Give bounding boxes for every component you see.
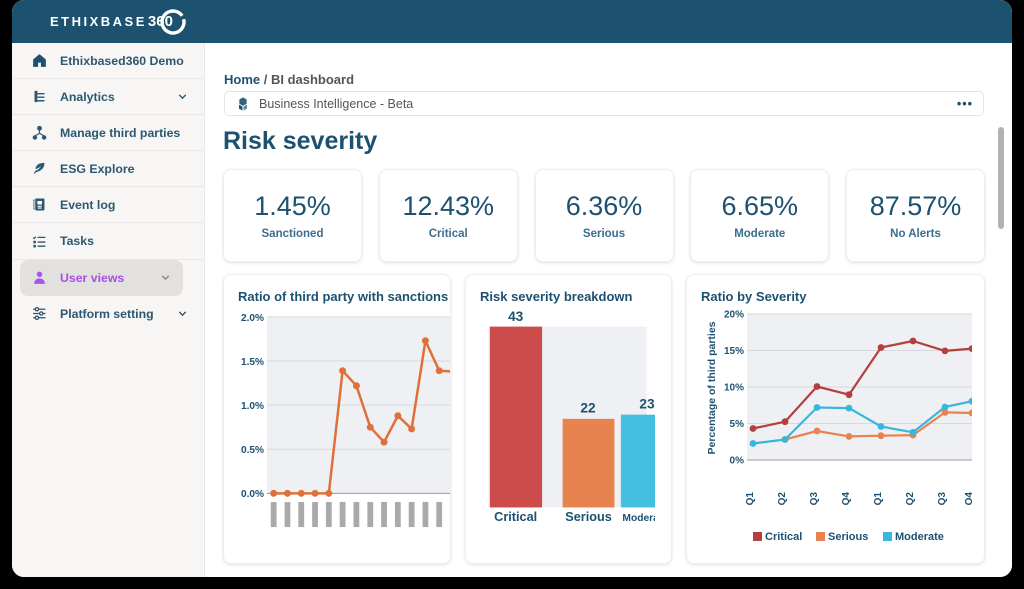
svg-text:43: 43 (508, 310, 524, 324)
svg-text:Serious: Serious (828, 531, 868, 543)
svg-text:23: 23 (639, 397, 655, 412)
svg-text:Percentage of third parties: Percentage of third parties (706, 321, 718, 454)
svg-text:Critical: Critical (765, 531, 802, 543)
svg-text:0.5%: 0.5% (241, 445, 264, 456)
svg-text:1.0%: 1.0% (241, 401, 264, 412)
svg-text:20%: 20% (724, 310, 744, 321)
svg-text:Q1: Q1 (873, 492, 884, 506)
svg-text:Q2: Q2 (777, 492, 788, 506)
svg-text:Q1: Q1 (745, 492, 756, 506)
svg-text:0%: 0% (730, 456, 745, 467)
svg-text:Critical: Critical (494, 510, 537, 524)
svg-text:0.0%: 0.0% (241, 489, 264, 500)
svg-text:22: 22 (580, 401, 596, 416)
svg-text:5%: 5% (730, 419, 745, 430)
svg-text:Moderate: Moderate (622, 513, 655, 524)
svg-text:Serious: Serious (565, 510, 612, 524)
svg-text:15%: 15% (724, 346, 744, 357)
svg-text:10%: 10% (724, 383, 744, 394)
svg-text:Q3: Q3 (809, 492, 820, 506)
svg-text:Q2: Q2 (905, 492, 916, 506)
svg-text:Q4: Q4 (841, 492, 852, 506)
svg-text:Moderate: Moderate (895, 531, 944, 543)
svg-text:Q4: Q4 (964, 492, 972, 506)
svg-text:1.5%: 1.5% (241, 357, 264, 368)
svg-text:Q3: Q3 (937, 492, 948, 506)
svg-text:2.0%: 2.0% (241, 313, 264, 324)
